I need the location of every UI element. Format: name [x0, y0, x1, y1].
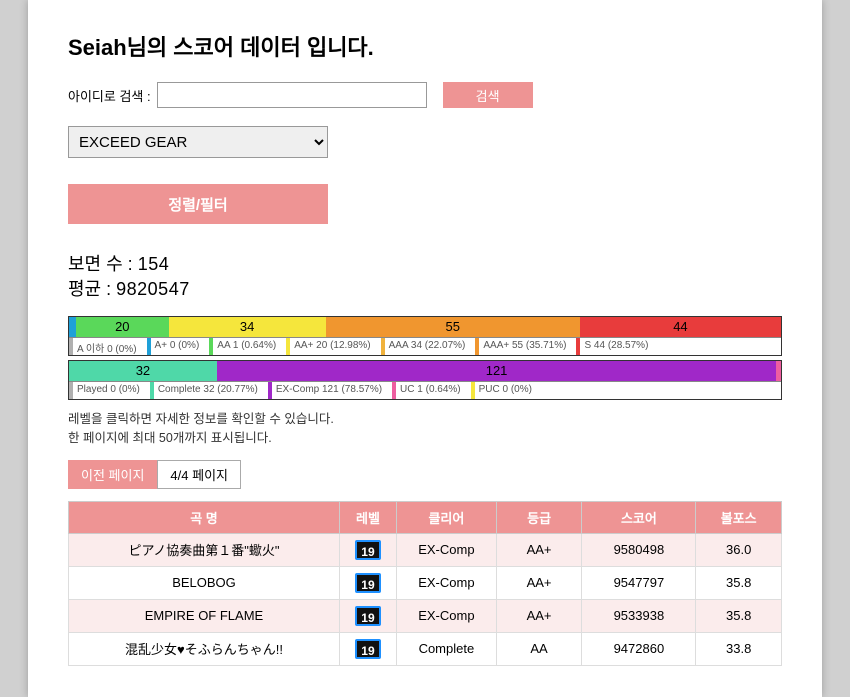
- pager: 이전 페이지 4/4 페이지: [68, 460, 782, 489]
- help-line-2: 한 페이지에 최대 50개까지 표시됩니다.: [68, 429, 782, 448]
- dist-segment: 44: [580, 317, 781, 337]
- cell-score: 9533938: [582, 599, 696, 632]
- table-row[interactable]: 混乱少女♥そふらんちゃん!! 19 CompleteAA947286033.8: [69, 632, 782, 665]
- level-badge[interactable]: 19: [355, 639, 381, 659]
- legend-item: PUC 0 (0%): [471, 382, 538, 399]
- prev-page-button[interactable]: 이전 페이지: [68, 460, 157, 489]
- page-container: Seiah님의 스코어 데이터 입니다. 아이디로 검색 : 검색 EXCEED…: [28, 0, 822, 697]
- cell-song: EMPIRE OF FLAME: [69, 599, 340, 632]
- cell-score: 9580498: [582, 533, 696, 566]
- cell-song: ピアノ協奏曲第１番"蠍火": [69, 533, 340, 566]
- cell-level[interactable]: 19: [339, 533, 396, 566]
- legend-item: UC 1 (0.64%): [392, 382, 467, 399]
- search-input[interactable]: [157, 82, 427, 108]
- th-clear: 클리어: [396, 501, 496, 533]
- th-grade: 등급: [496, 501, 582, 533]
- version-select[interactable]: EXCEED GEAR: [68, 126, 328, 158]
- cell-clear: EX-Comp: [396, 599, 496, 632]
- cell-level[interactable]: 19: [339, 599, 396, 632]
- table-row[interactable]: BELOBOG 19 EX-CompAA+954779735.8: [69, 566, 782, 599]
- dist-segment: 55: [326, 317, 580, 337]
- cell-grade: AA+: [496, 566, 582, 599]
- cell-song: BELOBOG: [69, 566, 340, 599]
- legend-item: A 이하 0 (0%): [69, 338, 143, 355]
- level-badge[interactable]: 19: [355, 606, 381, 626]
- sort-filter-button[interactable]: 정렬/필터: [68, 184, 328, 224]
- th-song: 곡 명: [69, 501, 340, 533]
- search-label: 아이디로 검색 :: [68, 86, 151, 105]
- cell-clear: EX-Comp: [396, 533, 496, 566]
- cell-vf: 35.8: [696, 599, 782, 632]
- legend-item: AA 1 (0.64%): [209, 338, 282, 355]
- grade-distribution: 20345544 A 이하 0 (0%)A+ 0 (0%)AA 1 (0.64%…: [68, 316, 782, 356]
- cell-vf: 35.8: [696, 566, 782, 599]
- legend-item: Complete 32 (20.77%): [150, 382, 264, 399]
- dist-segment: 20: [76, 317, 168, 337]
- level-badge[interactable]: 19: [355, 573, 381, 593]
- cell-grade: AA: [496, 632, 582, 665]
- avg-value: 9820547: [116, 279, 190, 299]
- th-level: 레벨: [339, 501, 396, 533]
- page-info: 4/4 페이지: [157, 460, 241, 489]
- cell-song: 混乱少女♥そふらんちゃん!!: [69, 632, 340, 665]
- legend-item: A+ 0 (0%): [147, 338, 206, 355]
- legend-item: EX-Comp 121 (78.57%): [268, 382, 388, 399]
- table-row[interactable]: ピアノ協奏曲第１番"蠍火" 19 EX-CompAA+958049836.0: [69, 533, 782, 566]
- count-value: 154: [138, 254, 170, 274]
- dist-segment: [69, 317, 76, 337]
- dist-segment: 32: [69, 361, 217, 381]
- avg-label: 평균 :: [68, 279, 111, 299]
- help-text: 레벨을 클릭하면 자세한 정보를 확인할 수 있습니다. 한 페이지에 최대 5…: [68, 410, 782, 448]
- cell-clear: EX-Comp: [396, 566, 496, 599]
- legend-item: AA+ 20 (12.98%): [286, 338, 376, 355]
- cell-grade: AA+: [496, 533, 582, 566]
- legend-item: S 44 (28.57%): [576, 338, 654, 355]
- clear-distribution: 32121 Played 0 (0%)Complete 32 (20.77%)E…: [68, 360, 782, 400]
- cell-clear: Complete: [396, 632, 496, 665]
- count-label: 보면 수 :: [68, 254, 133, 274]
- level-badge[interactable]: 19: [355, 540, 381, 560]
- cell-score: 9472860: [582, 632, 696, 665]
- cell-grade: AA+: [496, 599, 582, 632]
- search-button[interactable]: 검색: [443, 82, 533, 108]
- cell-vf: 36.0: [696, 533, 782, 566]
- stats-block: 보면 수 : 154 평균 : 9820547: [68, 252, 782, 302]
- table-row[interactable]: EMPIRE OF FLAME 19 EX-CompAA+953393835.8: [69, 599, 782, 632]
- th-score: 스코어: [582, 501, 696, 533]
- th-vf: 볼포스: [696, 501, 782, 533]
- cell-level[interactable]: 19: [339, 632, 396, 665]
- legend-item: AAA 34 (22.07%): [381, 338, 472, 355]
- cell-score: 9547797: [582, 566, 696, 599]
- page-title: Seiah님의 스코어 데이터 입니다.: [68, 30, 782, 62]
- help-line-1: 레벨을 클릭하면 자세한 정보를 확인할 수 있습니다.: [68, 410, 782, 429]
- dist-segment: [776, 361, 781, 381]
- cell-level[interactable]: 19: [339, 566, 396, 599]
- cell-vf: 33.8: [696, 632, 782, 665]
- legend-item: Played 0 (0%): [69, 382, 146, 399]
- dist-segment: 121: [217, 361, 776, 381]
- dist-segment: 34: [169, 317, 326, 337]
- version-row: EXCEED GEAR: [68, 126, 782, 158]
- score-table: 곡 명 레벨 클리어 등급 스코어 볼포스 ピアノ協奏曲第１番"蠍火" 19 EX-…: [68, 501, 782, 666]
- search-row: 아이디로 검색 : 검색: [68, 82, 782, 108]
- legend-item: AAA+ 55 (35.71%): [475, 338, 572, 355]
